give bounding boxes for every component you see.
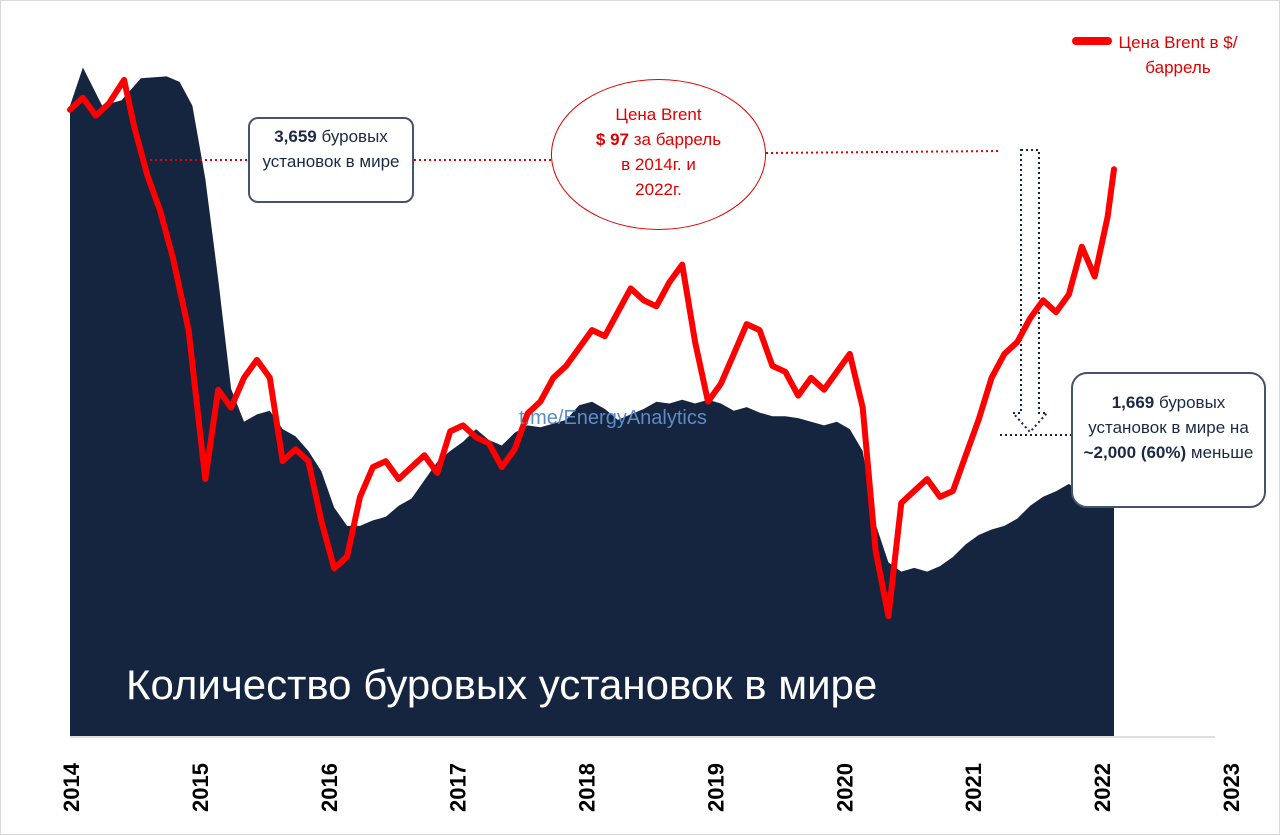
x-tick-label-2023: 2023 — [1219, 763, 1244, 812]
x-tick-label-2015: 2015 — [188, 763, 213, 812]
rig-count-area — [70, 67, 1114, 736]
rigs-2022-difference: ~2,000 (60%) — [1083, 443, 1187, 462]
watermark-text: t.me/EnergyAnalytics — [519, 407, 707, 429]
x-tick-label-2021: 2021 — [961, 763, 986, 812]
ellipse-line-2: $ 97 за баррель — [552, 127, 765, 152]
rigs-2022-text-2: меньше — [1186, 443, 1254, 462]
connector-ellipse-to-2022 — [765, 150, 1001, 154]
chart-title: Количество буровых установок в мире — [126, 661, 878, 708]
decline-arrow-icon — [1010, 149, 1050, 434]
x-tick-label-2017: 2017 — [446, 763, 471, 812]
x-tick-label-2019: 2019 — [703, 763, 728, 812]
ellipse-line-3: в 2014г. и — [621, 155, 696, 174]
x-tick-label-2022: 2022 — [1090, 763, 1115, 812]
ellipse-line-1: Цена Brent — [615, 105, 702, 124]
legend-swatch-brent — [1072, 37, 1112, 45]
rigs-2022-callout: 1,669 буровых установок в мире на ~2,000… — [1071, 372, 1266, 508]
x-tick-label-2016: 2016 — [317, 763, 342, 812]
rigs-2014-value: 3,659 — [274, 127, 317, 146]
ellipse-line-4: 2022г. — [635, 180, 682, 199]
rigs-2022-value: 1,669 — [1111, 393, 1155, 412]
ellipse-price-value: $ 97 — [595, 130, 629, 149]
ellipse-price-unit: за баррель — [629, 130, 722, 149]
rigs-2022-text-1: буровых установок в мире на — [1088, 393, 1249, 437]
brent-price-line — [67, 76, 1117, 620]
legend-label-brent: Цена Brent в $/баррель — [1118, 33, 1238, 77]
x-tick-label-2014: 2014 — [59, 762, 84, 812]
x-tick-label-2018: 2018 — [575, 763, 600, 812]
legend: Цена Brent в $/баррель — [1072, 30, 1242, 80]
x-tick-label-2020: 2020 — [832, 763, 857, 812]
brent-price-ellipse-note: Цена Brent $ 97 за баррель в 2014г. и 20… — [551, 79, 766, 230]
rigs-2014-text: буровых установок в мире — [262, 127, 400, 171]
rigs-2014-callout: 3,659 буровых установок в мире — [248, 117, 414, 203]
